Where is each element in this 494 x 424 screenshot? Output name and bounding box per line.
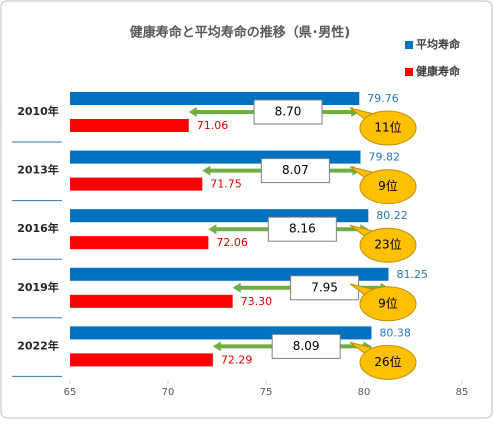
gap-box [271,333,341,359]
value-label: 80.22 [376,209,408,222]
legend-label: 健康寿命 [416,64,461,78]
y-tick-label: 2019年 [17,280,59,294]
gap-label: 8.07 [282,163,309,177]
gap-box [267,216,337,242]
gap-box [290,275,360,301]
rank-bubble [359,286,417,322]
x-tick-label: 70 [162,387,175,398]
y-tick-label: 2013年 [17,163,59,177]
rank-label: 23位 [374,237,401,252]
value-label: 71.06 [197,119,229,132]
bar [70,177,203,191]
legend-label: 平均寿命 [416,37,461,51]
legend-swatch [405,41,413,49]
y-tick-label: 2022年 [17,338,59,352]
value-label: 71.75 [210,178,242,191]
gap-box [260,158,330,184]
rank-bubble [359,110,417,146]
bar [70,294,233,308]
value-label: 79.76 [367,92,399,105]
gap-label: 7.95 [311,280,338,294]
value-label: 72.29 [221,353,253,366]
value-label: 80.38 [379,326,411,339]
x-tick-label: 65 [64,387,77,398]
bar [70,353,213,367]
rank-bubble [359,169,417,205]
gap-label: 8.70 [275,105,302,119]
value-label: 72.06 [216,236,248,249]
arrow-head [212,341,221,352]
x-tick-label: 85 [456,387,469,398]
arrow-head [232,282,241,293]
rank-label: 9位 [378,295,398,310]
legend-swatch [405,68,413,76]
gap-label: 8.09 [293,339,320,353]
value-label: 79.82 [368,151,400,164]
chart-title: 健康寿命と平均寿命の推移（県･男性) [130,25,350,41]
arrow-head [188,107,197,117]
bar [70,236,209,250]
x-tick-label: 80 [358,387,371,398]
rank-bubble [359,227,417,263]
rank-bubble [359,344,417,380]
rank-label: 9位 [378,178,398,193]
rank-label: 11位 [374,120,401,135]
value-label: 81.25 [397,268,429,281]
gap-label: 8.16 [289,222,316,236]
bar [70,119,189,132]
y-tick-label: 2010年 [17,104,59,118]
arrow-head [202,165,211,176]
y-tick-label: 2016年 [17,221,59,235]
arrow-head [208,224,217,235]
value-label: 73.30 [241,295,273,308]
gap-box [253,99,323,125]
x-tick-label: 75 [260,387,273,398]
rank-label: 26位 [374,354,401,369]
